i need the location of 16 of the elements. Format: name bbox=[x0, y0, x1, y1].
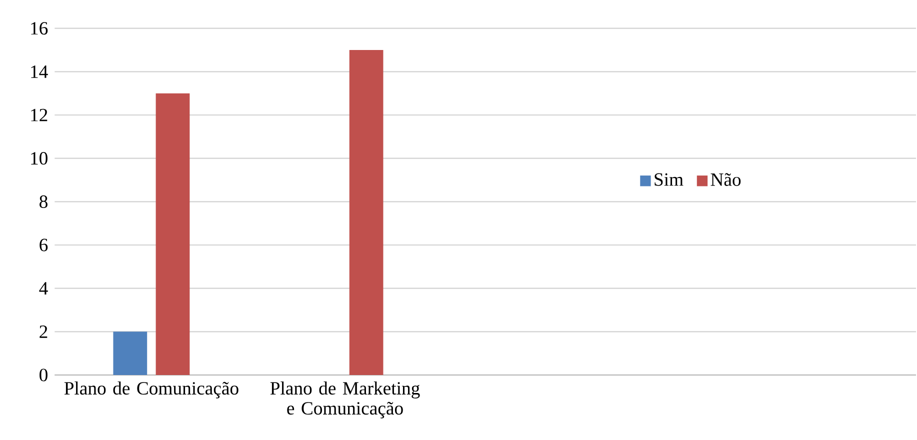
y-tick-label: 4 bbox=[39, 282, 48, 294]
bar bbox=[156, 93, 190, 375]
y-tick-label: 8 bbox=[40, 195, 48, 208]
y-tick-label: 14 bbox=[31, 65, 48, 78]
bar bbox=[113, 332, 148, 375]
x-tick-label: Plano de Comunicação bbox=[64, 381, 238, 398]
y-tick-label: 10 bbox=[31, 152, 48, 165]
y-tick-label: 16 bbox=[31, 22, 48, 35]
legend-label: Não bbox=[710, 173, 741, 186]
x-tick-label: Plano de Marketing e Comunicação bbox=[270, 381, 420, 418]
bar bbox=[349, 50, 384, 375]
legend-label: Sim bbox=[654, 173, 684, 186]
y-tick-label: 0 bbox=[40, 368, 48, 382]
y-tick-label: 6 bbox=[40, 238, 48, 252]
y-tick-label: 12 bbox=[31, 108, 48, 122]
y-tick-label: 2 bbox=[40, 325, 48, 338]
